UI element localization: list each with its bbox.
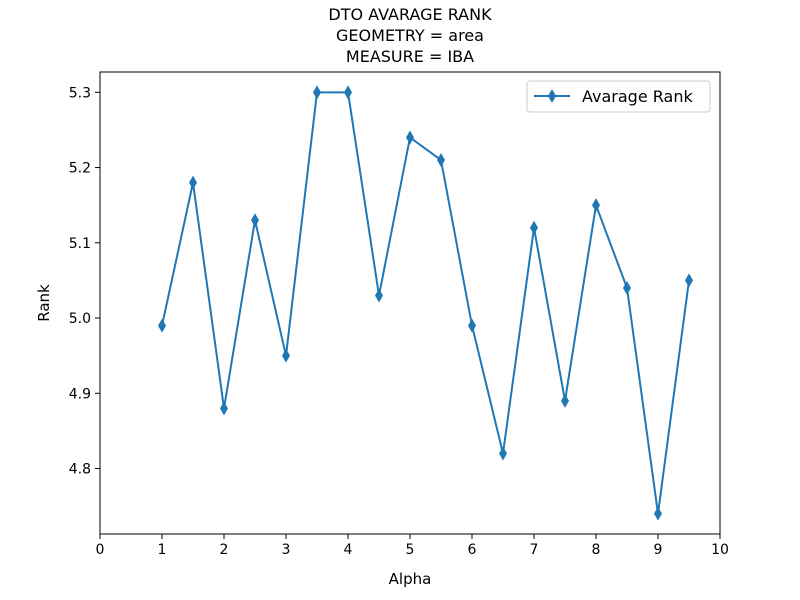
y-tick-label: 5.0 (69, 311, 91, 327)
legend: Avarage Rank (526, 80, 711, 113)
legend-marker (548, 89, 556, 103)
data-point-marker (251, 213, 259, 228)
y-axis-label: Rank (35, 284, 53, 322)
data-point-marker (282, 348, 290, 363)
x-axis: 0 1 2 3 4 5 6 7 8 9 10 (96, 534, 729, 558)
x-tick-label: 6 (468, 542, 477, 558)
x-tick-label: 10 (711, 542, 729, 558)
data-point-marker (220, 401, 228, 416)
data-point-marker (530, 220, 538, 235)
x-tick-label: 7 (530, 542, 539, 558)
data-point-marker (468, 318, 476, 333)
data-point-marker (592, 198, 600, 213)
x-tick-label: 8 (592, 542, 601, 558)
y-tick-label: 4.8 (69, 462, 91, 478)
data-point-marker (623, 280, 631, 295)
series-line (161, 91, 690, 515)
y-tick-label: 4.9 (69, 386, 91, 402)
series-layer (158, 85, 693, 521)
y-tick-label: 5.1 (69, 236, 91, 252)
data-point-marker (654, 506, 662, 521)
legend-label: Avarage Rank (582, 87, 693, 106)
data-point-marker (499, 446, 507, 461)
x-tick-label: 4 (344, 542, 353, 558)
chart-title-line-2: GEOMETRY = area (336, 26, 484, 45)
x-tick-label: 5 (406, 542, 415, 558)
data-point-marker (375, 288, 383, 303)
plot-area (99, 71, 721, 535)
data-point-marker (158, 318, 166, 333)
data-point-marker (685, 273, 693, 288)
x-tick-label: 1 (158, 542, 167, 558)
data-point-marker (437, 153, 445, 168)
data-point-marker (561, 393, 569, 408)
y-axis: 4.8 4.9 5.0 5.1 5.2 5.3 (69, 85, 100, 478)
x-tick-label: 0 (96, 542, 105, 558)
y-tick-label: 5.3 (69, 85, 91, 101)
data-point-marker (344, 85, 352, 100)
chart-title-line-3: MEASURE = IBA (346, 47, 474, 66)
x-axis-label: Alpha (389, 570, 432, 588)
chart-title: DTO AVARAGE RANK GEOMETRY = area MEASURE… (328, 5, 492, 66)
data-point-marker (189, 175, 197, 190)
x-tick-label: 9 (654, 542, 663, 558)
data-point-marker (406, 130, 414, 145)
y-tick-label: 5.2 (69, 161, 91, 177)
chart-title-line-1: DTO AVARAGE RANK (328, 5, 492, 24)
x-tick-label: 2 (220, 542, 229, 558)
legend-box (526, 80, 711, 113)
data-point-marker (313, 85, 321, 100)
x-tick-label: 3 (282, 542, 291, 558)
